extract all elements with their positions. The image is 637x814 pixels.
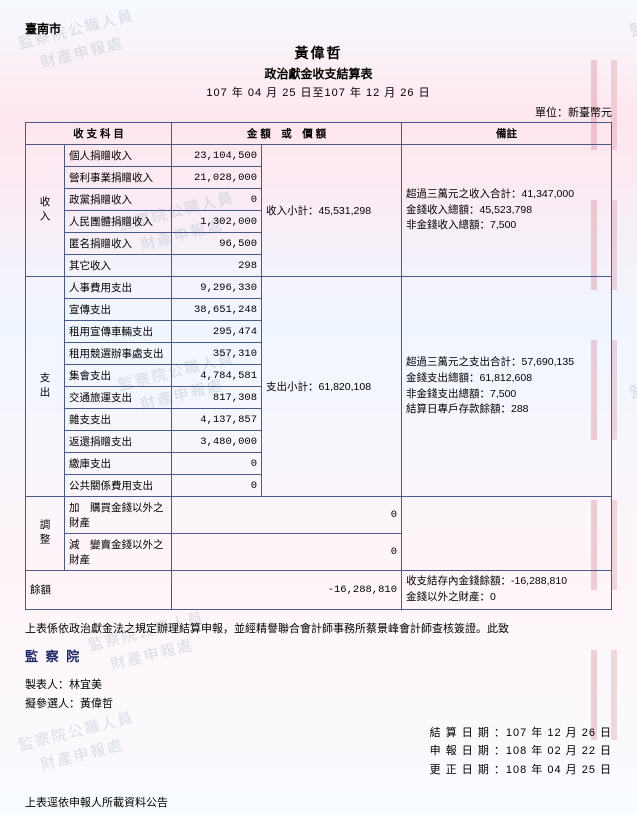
expense-remarks: 超過三萬元之支出合計：57,690,135金錢支出總額：61,812,608非金… [402,277,612,497]
date2: 108 年 02 月 22 日 [506,745,612,757]
date1: 107 年 12 月 26 日 [506,727,612,739]
row-amount: 4,137,857 [172,409,262,431]
row-label: 公共關係費用支出 [65,475,172,497]
row-label: 其它收入 [65,255,172,277]
date3-label: 更 正 日 期 ： [430,764,506,776]
date2-label: 申 報 日 期 ： [430,745,506,757]
person-name: 黃偉哲 [25,43,612,63]
watermark: 監 [627,16,637,43]
row-label: 人民團體捐贈收入 [65,211,172,233]
row-amount: 21,028,000 [172,167,262,189]
balance-label: 餘額 [26,571,172,610]
row-amount: 1,302,000 [172,211,262,233]
date3: 108 年 04 月 25 日 [506,764,612,776]
adjust-remarks [402,497,612,571]
adjust-section: 調整 [26,497,65,571]
row-label: 宣傳支出 [65,299,172,321]
date1-label: 結 算 日 期 ： [430,727,506,739]
row-label: 交通旅運支出 [65,387,172,409]
publish-note: 上表逕依申報人所載資料公告 [25,794,612,813]
row-label: 政黨捐贈收入 [65,189,172,211]
row-label: 營利事業捐贈收入 [65,167,172,189]
preparer-label: 製表人： [25,679,69,691]
row-label: 租用競選辦事處支出 [65,343,172,365]
row-label: 匿名捐贈收入 [65,233,172,255]
col-amount: 金 額 或 價 額 [172,123,402,145]
row-label: 繳庫支出 [65,453,172,475]
balance-remarks: 收支結存內金錢餘額：-16,288,810金錢以外之財產：0 [402,571,612,610]
org-name: 監 察 院 [25,646,612,668]
row-amount: 0 [172,475,262,497]
row-label: 返還捐贈支出 [65,431,172,453]
row-amount: 0 [172,453,262,475]
doc-title: 政治獻金收支結算表 [25,65,612,82]
row-amount: 3,480,000 [172,431,262,453]
row-amount: 295,474 [172,321,262,343]
expense-section: 支出 [26,277,65,497]
row-label: 個人捐贈收入 [65,145,172,167]
row-amount: 38,651,248 [172,299,262,321]
row-amount: 23,104,500 [172,145,262,167]
row-amount: 357,310 [172,343,262,365]
row-amount: 96,500 [172,233,262,255]
adjust-add: 加 購買金錢以外之財產 [65,497,172,534]
unit-label: 單位：新臺幣元 [25,104,612,120]
income-subtotal: 收入小計：45,531,298 [262,145,402,277]
adjust-sub-amount: 0 [172,534,402,571]
row-label: 雜支支出 [65,409,172,431]
candidate: 黃偉哲 [80,698,113,710]
footer-note: 上表係依政治獻金法之規定辦理結算申報，並經精譽聯合會計師事務所蔡景峰會計師查核簽… [25,620,612,639]
candidate-label: 擬參選人： [25,698,80,710]
income-remarks: 超過三萬元之收入合計：41,347,000金錢收入總額：45,523,798非金… [402,145,612,277]
city-label: 臺南市 [25,20,612,37]
income-section: 收入 [26,145,65,277]
row-label: 人事費用支出 [65,277,172,299]
row-amount: 298 [172,255,262,277]
row-amount: 817,308 [172,387,262,409]
row-label: 集會支出 [65,365,172,387]
row-amount: 4,784,581 [172,365,262,387]
adjust-sub: 減 變賣金錢以外之財產 [65,534,172,571]
expense-subtotal: 支出小計：61,820,108 [262,277,402,497]
period: 107 年 04 月 25 日至107 年 12 月 26 日 [25,84,612,100]
preparer: 林宜美 [69,679,102,691]
watermark: 監 [627,378,637,405]
row-amount: 0 [172,189,262,211]
col-item: 收 支 科 目 [26,123,172,145]
adjust-add-amount: 0 [172,497,402,534]
row-label: 租用宣傳車輛支出 [65,321,172,343]
col-remarks: 備註 [402,123,612,145]
main-table: 收 支 科 目 金 額 或 價 額 備註 收入 個人捐贈收入 23,104,50… [25,122,612,610]
balance-amount: -16,288,810 [172,571,402,610]
row-amount: 9,296,330 [172,277,262,299]
